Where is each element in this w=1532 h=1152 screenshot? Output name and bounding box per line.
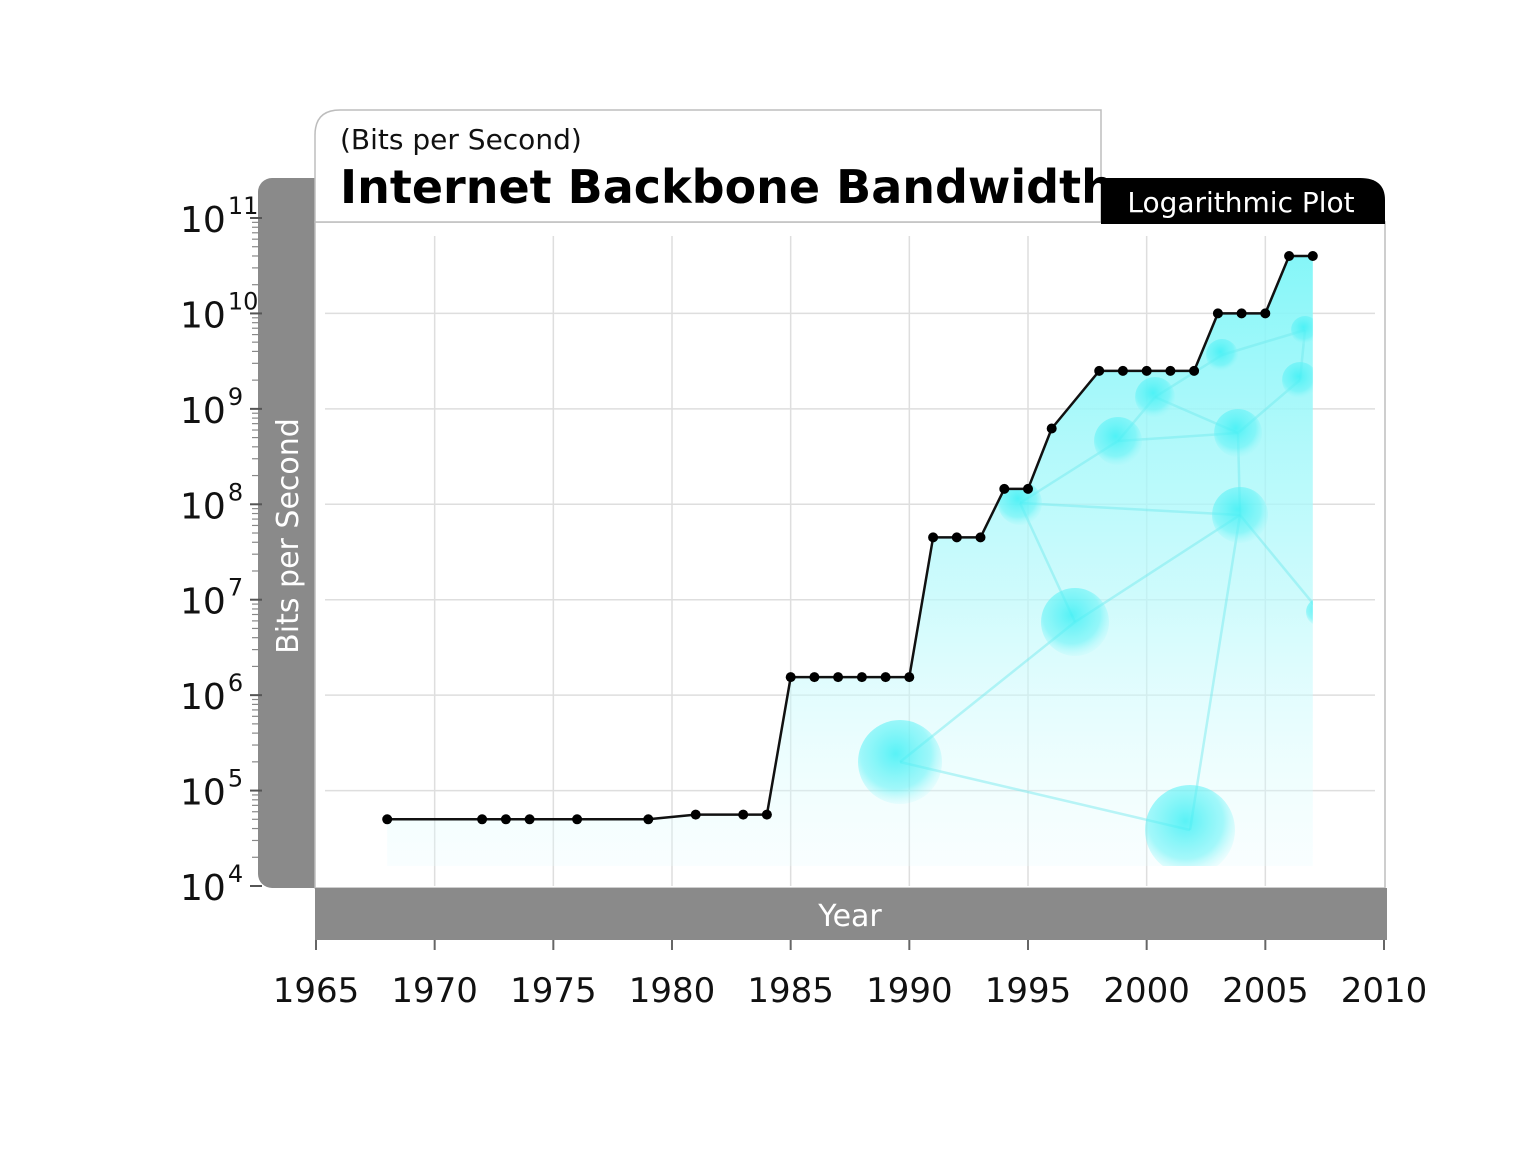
data-point <box>643 814 654 825</box>
chart-subtitle: (Bits per Second) <box>340 123 582 156</box>
x-tick-label: 1990 <box>866 971 953 1011</box>
y-tick-label: 105 <box>180 765 243 814</box>
y-tick-label: 1011 <box>180 192 258 241</box>
data-point <box>1260 308 1271 319</box>
data-points <box>382 251 1318 825</box>
data-point <box>1236 308 1247 319</box>
data-point <box>1165 365 1176 376</box>
badge-box <box>1101 178 1385 224</box>
data-point <box>1307 251 1318 261</box>
y-axis: 1011 1010 109 108 107 106 105 104 <box>180 192 262 909</box>
data-point <box>880 672 891 683</box>
data-point <box>1141 365 1152 376</box>
x-tick-label: 1965 <box>273 971 360 1011</box>
data-point <box>572 814 583 825</box>
y-tick-label: 108 <box>180 478 243 527</box>
title-panel <box>314 109 1102 223</box>
data-point <box>500 814 511 825</box>
data-point <box>833 672 844 683</box>
data-point <box>1046 423 1057 434</box>
area-fill <box>387 256 1313 866</box>
data-point <box>785 672 796 683</box>
data-point <box>1189 365 1200 376</box>
data-point <box>951 532 962 543</box>
y-tick-label: 107 <box>180 574 243 623</box>
x-tick-label: 1985 <box>747 971 834 1011</box>
data-point <box>382 814 393 825</box>
data-point <box>975 532 986 543</box>
data-point <box>477 814 488 825</box>
y-axis-title: Bits per Second <box>271 418 306 654</box>
x-axis: 1965 1970 1975 1980 1985 1990 1995 2000 2005 2010 <box>273 940 1428 1011</box>
y-tick-label: 109 <box>180 383 243 432</box>
data-point <box>1094 365 1105 376</box>
data-point <box>999 483 1010 494</box>
x-axis-title: Year <box>817 899 882 934</box>
x-tick-label: 2010 <box>1341 971 1428 1011</box>
chart-title: Internet Backbone Bandwidth <box>340 160 1114 214</box>
x-tick-label: 2005 <box>1222 971 1309 1011</box>
y-tick-label: 106 <box>180 669 243 718</box>
data-point <box>1212 308 1223 319</box>
data-point <box>809 672 820 683</box>
data-point <box>738 809 749 820</box>
data-point <box>1117 365 1128 376</box>
data-point <box>690 809 701 820</box>
x-tick-label: 1980 <box>629 971 716 1011</box>
log-plot-badge: Logarithmic Plot <box>1127 186 1354 219</box>
x-tick-label: 1970 <box>391 971 478 1011</box>
x-tick-label: 1995 <box>985 971 1072 1011</box>
y-tick-label: 104 <box>180 860 243 909</box>
x-axis-bar <box>315 888 1387 940</box>
area-shape <box>387 256 1313 866</box>
x-tick-label: 1975 <box>510 971 597 1011</box>
data-point <box>856 672 867 683</box>
data-point <box>761 809 772 820</box>
data-point <box>1023 483 1033 494</box>
data-point <box>1284 251 1295 261</box>
data-point <box>904 672 915 683</box>
y-tick-label: 1010 <box>180 287 258 336</box>
data-point <box>524 814 535 825</box>
data-point <box>928 532 939 543</box>
network-decoration <box>858 316 1313 866</box>
x-tick-label: 2000 <box>1103 971 1190 1011</box>
